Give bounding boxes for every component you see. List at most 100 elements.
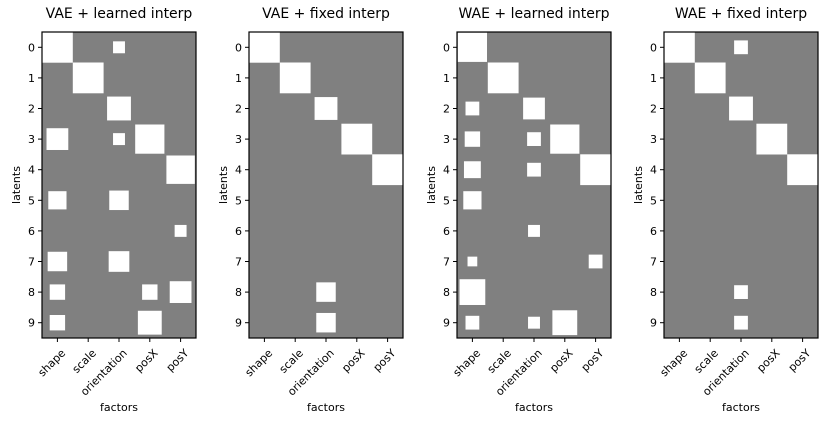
y-tick-label: 7: [235, 256, 242, 269]
x-axis-label: factors: [722, 401, 760, 414]
hinton-cell-3-shape: [46, 128, 69, 150]
x-tick-label: posY: [371, 346, 399, 374]
hinton-cell-4-posY: [580, 154, 611, 186]
x-tick-label: shape: [243, 346, 276, 379]
y-tick-label: 4: [443, 164, 450, 177]
x-tick-label: posY: [579, 346, 607, 374]
y-tick-label: 5: [28, 194, 35, 207]
y-tick-label: 4: [235, 164, 242, 177]
hinton-cell-9-shape: [465, 315, 480, 330]
y-tick-label: 9: [650, 317, 657, 330]
x-axis-label: factors: [515, 401, 553, 414]
hinton-cell-5-shape: [463, 191, 482, 210]
hinton-cell-7-orientation: [108, 251, 130, 272]
y-axis-label: latents: [217, 166, 230, 204]
hinton-cell-9-posX: [137, 310, 162, 335]
y-tick-label: 7: [443, 256, 450, 269]
y-tick-label: 0: [443, 41, 450, 54]
y-tick-label: 7: [650, 256, 657, 269]
hinton-cell-4-posY: [787, 154, 818, 186]
hinton-cell-8-orientation: [734, 285, 748, 299]
hinton-cell-0-shape: [457, 32, 488, 62]
y-tick-label: 2: [443, 103, 450, 116]
hinton-cell-3-posX: [756, 123, 788, 155]
x-tick-label: posX: [132, 346, 161, 375]
hinton-cell-7-posY: [588, 254, 603, 269]
hinton-cell-7-shape: [467, 256, 478, 267]
hinton-cell-1-scale: [72, 62, 104, 94]
y-tick-label: 4: [650, 164, 657, 177]
hinton-cell-3-orientation: [113, 133, 125, 146]
hinton-cell-2-orientation: [314, 97, 338, 120]
x-tick-label: posX: [754, 346, 783, 375]
y-tick-label: 1: [235, 72, 242, 85]
hinton-cell-2-orientation: [523, 97, 545, 120]
y-tick-label: 6: [650, 225, 657, 238]
y-tick-label: 3: [650, 133, 657, 146]
y-tick-label: 6: [443, 225, 450, 238]
x-tick-label: shape: [658, 346, 691, 379]
hinton-cell-6-posY: [174, 224, 187, 237]
x-tick-label: posX: [547, 346, 576, 375]
y-tick-label: 5: [650, 194, 657, 207]
hinton-cell-2-orientation: [729, 96, 753, 121]
y-tick-label: 8: [443, 286, 450, 299]
y-tick-label: 1: [650, 72, 657, 85]
hinton-cell-4-orientation: [527, 162, 541, 177]
hinton-cell-2-shape: [465, 101, 480, 116]
hinton-cell-5-orientation: [109, 190, 129, 211]
hinton-cell-2-orientation: [107, 96, 131, 121]
y-tick-label: 8: [650, 286, 657, 299]
y-tick-label: 3: [235, 133, 242, 146]
y-tick-label: 2: [28, 103, 35, 116]
hinton-cell-5-shape: [48, 191, 67, 210]
hinton-cell-9-orientation: [316, 312, 336, 333]
hinton-cell-1-scale: [694, 62, 726, 94]
y-tick-label: 9: [235, 317, 242, 330]
x-tick-label: posY: [786, 346, 814, 374]
y-tick-label: 4: [28, 164, 35, 177]
y-tick-label: 0: [235, 41, 242, 54]
y-tick-label: 1: [28, 72, 35, 85]
y-tick-label: 3: [28, 133, 35, 146]
hinton-cell-0-shape: [664, 31, 695, 63]
hinton-cell-6-orientation: [528, 224, 540, 237]
y-tick-label: 9: [28, 317, 35, 330]
y-tick-label: 3: [443, 133, 450, 146]
panel-title: VAE + fixed interp: [262, 6, 390, 22]
x-tick-label: shape: [36, 346, 69, 379]
x-axis-label: factors: [100, 401, 138, 414]
y-tick-label: 2: [650, 103, 657, 116]
y-tick-label: 8: [235, 286, 242, 299]
y-tick-label: 8: [28, 286, 35, 299]
hinton-cell-3-posX: [135, 124, 165, 154]
hinton-cell-7-shape: [47, 251, 68, 272]
hinton-cell-8-shape: [49, 284, 66, 300]
x-tick-label: shape: [451, 346, 484, 379]
hinton-cell-1-scale: [487, 62, 519, 94]
hinton-cell-0-shape: [249, 31, 280, 63]
y-tick-label: 2: [235, 103, 242, 116]
hinton-cell-9-posX: [552, 310, 578, 336]
y-tick-label: 7: [28, 256, 35, 269]
hinton-cell-0-shape: [42, 31, 73, 63]
hinton-cell-4-posY: [166, 155, 195, 184]
hinton-cell-8-posX: [142, 284, 158, 300]
y-tick-label: 6: [235, 225, 242, 238]
x-axis-label: factors: [307, 401, 345, 414]
hinton-cell-3-shape: [464, 131, 481, 147]
hinton-cell-3-posX: [550, 124, 580, 154]
y-tick-label: 9: [443, 317, 450, 330]
x-tick-label: posY: [164, 346, 192, 374]
panel-title: WAE + fixed interp: [675, 6, 807, 22]
x-tick-label: posX: [339, 346, 368, 375]
y-axis-label: latents: [10, 166, 23, 204]
hinton-cell-3-orientation: [527, 132, 541, 146]
y-axis-label: latents: [425, 166, 438, 204]
hinton-cell-9-orientation: [528, 316, 540, 329]
hinton-cell-9-shape: [49, 315, 66, 331]
